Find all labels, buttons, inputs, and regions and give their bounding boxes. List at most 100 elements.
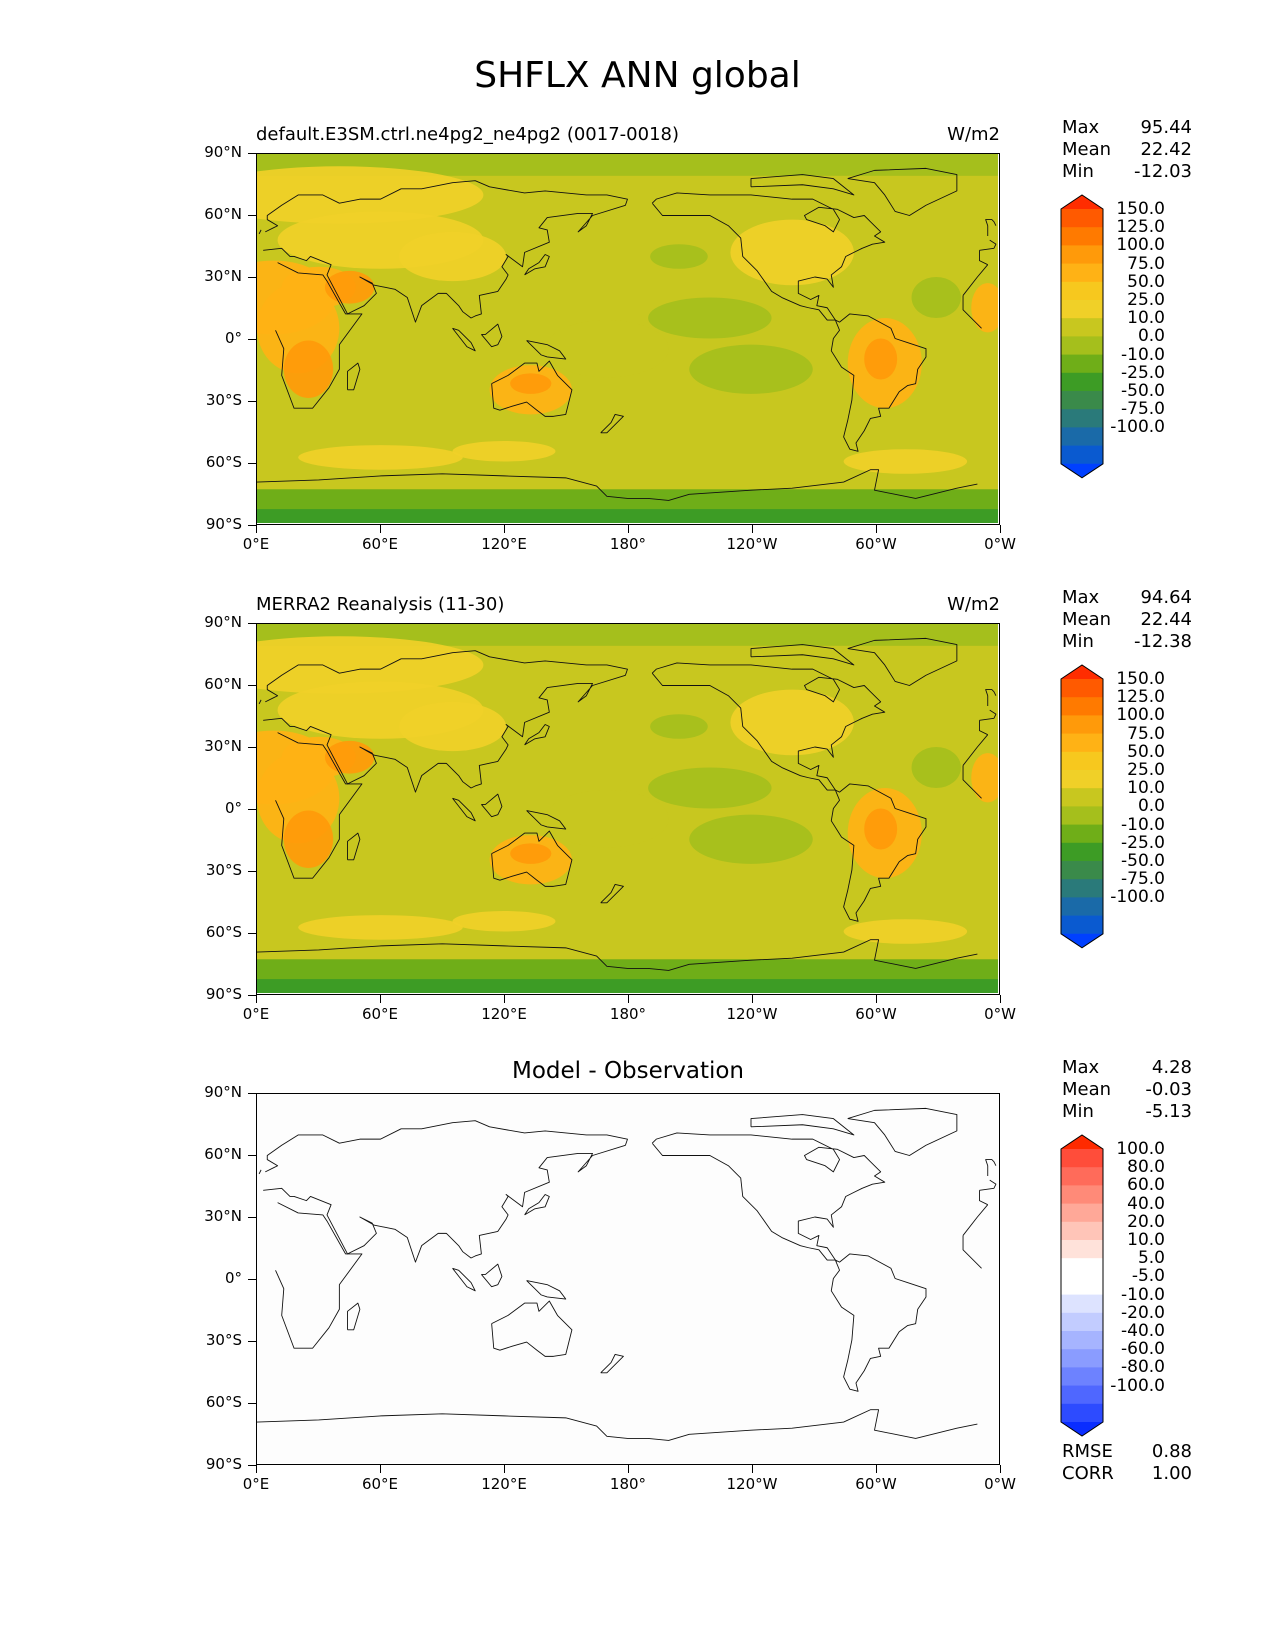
stat-label: Max <box>1062 1057 1100 1078</box>
colorbar-tick-label: 100.0 <box>1116 705 1165 726</box>
field-contour <box>971 283 998 333</box>
y-tick <box>248 1217 256 1218</box>
colorbar-tick-label: -10.0 <box>1121 814 1165 835</box>
colorbar-segment <box>1061 1422 1103 1436</box>
coastline-australia <box>491 1300 573 1357</box>
map-plot <box>257 154 998 523</box>
field-band <box>257 624 998 646</box>
x-tick-label: 60°W <box>855 1475 897 1493</box>
y-tick <box>248 401 256 402</box>
colorbar <box>1060 194 1104 479</box>
field-contour <box>971 753 998 803</box>
x-tick-label: 0°E <box>242 535 270 553</box>
colorbar-segment <box>1061 824 1103 844</box>
coastline-australia <box>491 360 573 417</box>
field-contour <box>283 340 334 398</box>
stat-row: Mean -0.03 <box>1062 1079 1192 1101</box>
colorbar-tick-label: -25.0 <box>1121 832 1165 853</box>
coastline-antarctica <box>257 1409 978 1441</box>
coastline-northamerica <box>651 662 886 791</box>
field-contour <box>843 919 968 944</box>
x-tick <box>504 525 505 533</box>
y-tick <box>248 215 256 216</box>
field-contour <box>399 701 507 752</box>
coastline-sumatra <box>452 1267 476 1292</box>
colorbar-segment <box>1061 1135 1103 1149</box>
colorbar-segment <box>1061 806 1103 826</box>
stat-value: 22.42 <box>1140 139 1192 160</box>
colorbar-segment <box>1061 263 1103 283</box>
colorbar-segment <box>1061 861 1103 880</box>
colorbar-tick-label: 150.0 <box>1116 669 1165 689</box>
field-contour <box>730 219 854 286</box>
x-tick <box>380 995 381 1003</box>
stat-row: Max 95.44 <box>1062 117 1192 139</box>
colorbar-tick-label: 0.0 <box>1137 326 1165 347</box>
stat-label: Max <box>1062 117 1100 138</box>
colorbar-tick-label: -50.0 <box>1121 381 1165 401</box>
coastline-newzealand <box>600 883 624 904</box>
field-contour <box>911 277 961 318</box>
coastline-eurasia <box>979 1190 988 1206</box>
x-tick <box>752 525 753 533</box>
colorbar-segment <box>1061 1385 1103 1405</box>
y-tick-label: 30°S <box>205 1331 242 1349</box>
stat-label: Min <box>1062 161 1094 182</box>
colorbar-tick-label: -50.0 <box>1121 851 1165 871</box>
field-contour <box>650 244 708 269</box>
panel-units: W/m2 <box>947 594 1000 615</box>
colorbar-segment <box>1061 336 1103 356</box>
colorbar-tick-label: -10.0 <box>1121 344 1165 365</box>
x-tick-label: 0°E <box>242 1005 270 1023</box>
colorbar-tick-label: -75.0 <box>1121 399 1165 420</box>
field-contour <box>298 445 463 470</box>
stat-value: -0.03 <box>1145 1079 1192 1100</box>
field-contour <box>864 808 898 850</box>
coastline-southamerica <box>830 783 927 922</box>
field-contour <box>864 338 898 380</box>
colorbar-segment <box>1061 1312 1103 1332</box>
x-tick-label: 60°E <box>361 1475 399 1493</box>
coastline-newzealand <box>600 413 624 434</box>
colorbar-segment <box>1061 227 1103 246</box>
x-tick-label: 60°E <box>361 535 399 553</box>
field-contour <box>648 297 772 339</box>
colorbar-tick-label: 25.0 <box>1127 760 1165 780</box>
colorbar-tick-label: -10.0 <box>1121 1284 1165 1305</box>
field-contour <box>324 740 375 774</box>
y-tick-label: 0° <box>224 329 242 347</box>
colorbar-segment <box>1061 195 1103 209</box>
x-tick-label: 0°E <box>242 1475 270 1493</box>
colorbar-segment <box>1061 915 1103 935</box>
coastline-britain <box>985 689 997 707</box>
coastline-africa <box>962 1235 982 1269</box>
colorbar-segment <box>1061 751 1103 771</box>
colorbar <box>1060 1134 1104 1437</box>
colorbar-tick-label: 40.0 <box>1127 1193 1165 1214</box>
x-tick-label: 60°W <box>855 535 897 553</box>
colorbar <box>1060 664 1104 949</box>
stat-label: Max <box>1062 587 1100 608</box>
colorbar-tick-label: 10.0 <box>1127 308 1165 329</box>
x-tick <box>380 525 381 533</box>
coastline-eurasia <box>979 720 988 736</box>
y-tick <box>248 525 256 526</box>
coastline-africa <box>275 262 363 409</box>
coastline-newguinea <box>526 340 567 360</box>
y-tick <box>248 933 256 934</box>
colorbar-tick-label: -80.0 <box>1121 1357 1165 1378</box>
y-tick <box>248 809 256 810</box>
x-tick <box>876 995 877 1003</box>
coastline-arctic_islands <box>750 174 855 196</box>
stat-value: 94.64 <box>1140 587 1192 608</box>
x-tick <box>628 525 629 533</box>
colorbar-segment <box>1061 715 1103 735</box>
field-contour <box>545 790 669 848</box>
x-tick <box>1000 525 1001 533</box>
y-tick <box>248 153 256 154</box>
x-tick <box>628 995 629 1003</box>
x-tick-label: 60°E <box>361 1005 399 1023</box>
colorbar-segment <box>1061 409 1103 428</box>
panel-title: MERRA2 Reanalysis (11-30) <box>256 594 505 615</box>
